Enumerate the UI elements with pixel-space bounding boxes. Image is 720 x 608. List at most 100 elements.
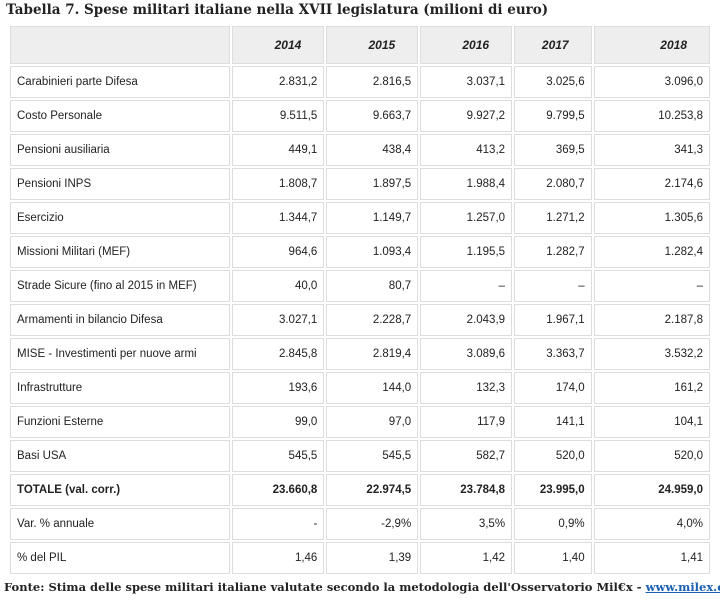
table-row: Pensioni INPS 1.808,7 1.897,5 1.988,4 2.080,… bbox=[10, 168, 710, 200]
cell: 144,0 bbox=[326, 372, 419, 404]
cell: 2.080,7 bbox=[514, 168, 592, 200]
cell: 1,46 bbox=[232, 542, 325, 574]
cell: 520,0 bbox=[593, 440, 710, 472]
cell: 1.271,2 bbox=[514, 202, 592, 234]
row-label: Basi USA bbox=[10, 440, 231, 472]
table-row: % del PIL 1,46 1,39 1,42 1,40 1,41 bbox=[10, 542, 710, 574]
table-row: Carabinieri parte Difesa 2.831,2 2.816,5 3.… bbox=[10, 66, 710, 98]
cell: 9.927,2 bbox=[420, 100, 513, 132]
cell: 22.974,5 bbox=[326, 474, 419, 506]
cell: 582,7 bbox=[420, 440, 513, 472]
cell: 1.257,0 bbox=[420, 202, 513, 234]
table-row: Missioni Militari (MEF) 964,6 1.093,4 1.195… bbox=[10, 236, 710, 268]
cell: 2.819,4 bbox=[326, 338, 419, 370]
table-row: Armamenti in bilancio Difesa 3.027,1 2.228… bbox=[10, 304, 710, 336]
cell: 10.253,8 bbox=[593, 100, 710, 132]
row-label: % del PIL bbox=[10, 542, 231, 574]
cell: 9.799,5 bbox=[514, 100, 592, 132]
table-row: Costo Personale 9.511,5 9.663,7 9.927,2 9.79… bbox=[10, 100, 710, 132]
cell: 24.959,0 bbox=[593, 474, 710, 506]
cell: 1.305,6 bbox=[593, 202, 710, 234]
cell: 1.344,7 bbox=[232, 202, 325, 234]
cell: 449,1 bbox=[232, 134, 325, 166]
cell: 438,4 bbox=[326, 134, 419, 166]
header-cell: 2018 bbox=[593, 26, 710, 64]
row-label: Pensioni ausiliaria bbox=[10, 134, 231, 166]
header-row: 2014 2015 2016 2017 2018 bbox=[10, 26, 710, 64]
row-label: Strade Sicure (fino al 2015 in MEF) bbox=[10, 270, 231, 302]
cell: 3,5% bbox=[420, 508, 513, 540]
cell: 1.282,4 bbox=[593, 236, 710, 268]
cell: 2.816,5 bbox=[326, 66, 419, 98]
cell: 2.845,8 bbox=[232, 338, 325, 370]
cell: 1.967,1 bbox=[514, 304, 592, 336]
cell: – bbox=[514, 270, 592, 302]
cell: 9.663,7 bbox=[326, 100, 419, 132]
row-label: Carabinieri parte Difesa bbox=[10, 66, 231, 98]
header-cell: 2015 bbox=[326, 26, 419, 64]
cell: 1.988,4 bbox=[420, 168, 513, 200]
row-label: Pensioni INPS bbox=[10, 168, 231, 200]
cell: 1,40 bbox=[514, 542, 592, 574]
cell: 117,9 bbox=[420, 406, 513, 438]
cell: 4,0% bbox=[593, 508, 710, 540]
footer-text: Fonte: Stima delle spese militari italia… bbox=[4, 580, 646, 594]
cell: -2,9% bbox=[326, 508, 419, 540]
cell: 23.784,8 bbox=[420, 474, 513, 506]
cell: 40,0 bbox=[232, 270, 325, 302]
cell: 964,6 bbox=[232, 236, 325, 268]
row-label: MISE - Investimenti per nuove armi bbox=[10, 338, 231, 370]
cell: 3.096,0 bbox=[593, 66, 710, 98]
row-label: Infrastrutture bbox=[10, 372, 231, 404]
cell: 2.228,7 bbox=[326, 304, 419, 336]
cell: 545,5 bbox=[232, 440, 325, 472]
cell: – bbox=[420, 270, 513, 302]
row-label: Var. % annuale bbox=[10, 508, 231, 540]
cell: 2.043,9 bbox=[420, 304, 513, 336]
table-row: Funzioni Esterne 99,0 97,0 117,9 141,1 104,1 bbox=[10, 406, 710, 438]
data-table: 2014 2015 2016 2017 2018 Carabinieri parte D… bbox=[8, 24, 712, 576]
cell: 0,9% bbox=[514, 508, 592, 540]
cell: – bbox=[593, 270, 710, 302]
header-cell: 2016 bbox=[420, 26, 513, 64]
cell: 1.195,5 bbox=[420, 236, 513, 268]
footer-link[interactable]: www.milex.org bbox=[645, 580, 720, 594]
cell: 1.808,7 bbox=[232, 168, 325, 200]
cell: 545,5 bbox=[326, 440, 419, 472]
table-row: Pensioni ausiliaria 449,1 438,4 413,2 369,5 3… bbox=[10, 134, 710, 166]
cell: 3.037,1 bbox=[420, 66, 513, 98]
cell: 80,7 bbox=[326, 270, 419, 302]
cell: - bbox=[232, 508, 325, 540]
table-row: MISE - Investimenti per nuove armi 2.845,… bbox=[10, 338, 710, 370]
table-row: Var. % annuale - -2,9% 3,5% 0,9% 4,0% bbox=[10, 508, 710, 540]
row-label: Costo Personale bbox=[10, 100, 231, 132]
table-row: TOTALE (val. corr.) 23.660,8 22.974,5 23.78… bbox=[10, 474, 710, 506]
cell: 1,42 bbox=[420, 542, 513, 574]
cell: 132,3 bbox=[420, 372, 513, 404]
row-label: Funzioni Esterne bbox=[10, 406, 231, 438]
cell: 1.282,7 bbox=[514, 236, 592, 268]
cell: 2.174,6 bbox=[593, 168, 710, 200]
footer: Fonte: Stima delle spese militari italia… bbox=[4, 580, 720, 594]
title: Tabella 7. Spese militari italiane nella… bbox=[6, 2, 549, 18]
cell: 1,41 bbox=[593, 542, 710, 574]
cell: 341,3 bbox=[593, 134, 710, 166]
cell: 23.995,0 bbox=[514, 474, 592, 506]
cell: 193,6 bbox=[232, 372, 325, 404]
cell: 3.532,2 bbox=[593, 338, 710, 370]
table-row: Infrastrutture 193,6 144,0 132,3 174,0 161,2 bbox=[10, 372, 710, 404]
cell: 1.093,4 bbox=[326, 236, 419, 268]
cell: 369,5 bbox=[514, 134, 592, 166]
cell: 161,2 bbox=[593, 372, 710, 404]
header-cell: 2014 bbox=[232, 26, 325, 64]
table-row: Strade Sicure (fino al 2015 in MEF) 40,0 8… bbox=[10, 270, 710, 302]
row-label: TOTALE (val. corr.) bbox=[10, 474, 231, 506]
row-label: Missioni Militari (MEF) bbox=[10, 236, 231, 268]
cell: 104,1 bbox=[593, 406, 710, 438]
cell: 3.363,7 bbox=[514, 338, 592, 370]
cell: 1,39 bbox=[326, 542, 419, 574]
cell: 1.149,7 bbox=[326, 202, 419, 234]
header-cell: 2017 bbox=[514, 26, 592, 64]
cell: 1.897,5 bbox=[326, 168, 419, 200]
